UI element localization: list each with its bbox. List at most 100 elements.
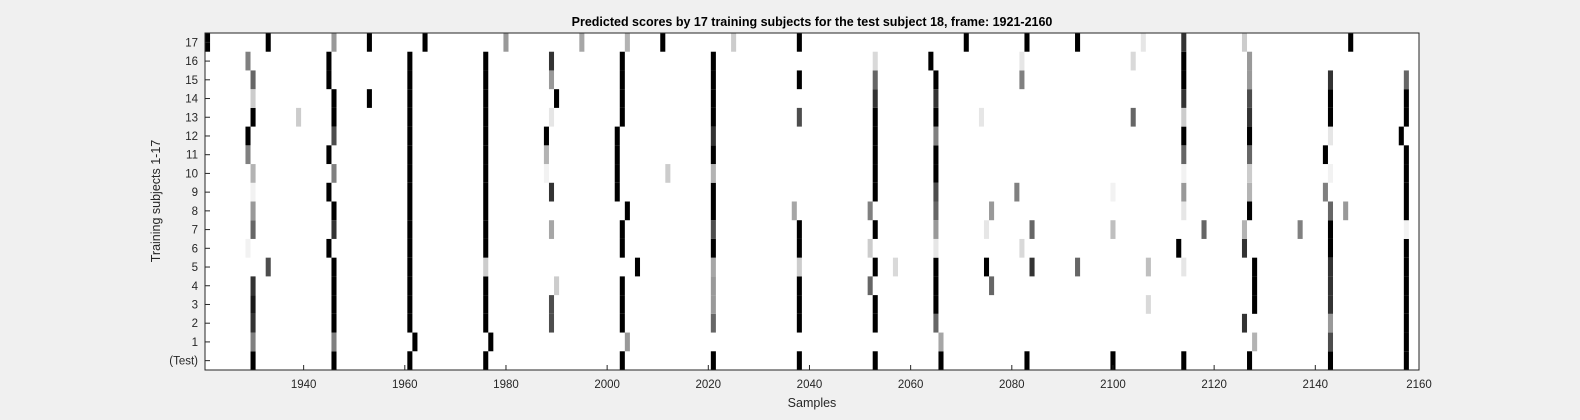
cell-row-7-x-2065	[933, 220, 939, 239]
cell-row-2-x-2143	[1327, 313, 1334, 333]
cell-row-8-x-1930	[250, 201, 256, 221]
cell-row-15-x-2003	[619, 70, 625, 90]
y-tick-label-7: 7	[192, 225, 198, 237]
cell-row-4-x-2038	[796, 276, 802, 296]
cell-row-17-x-2083	[1024, 33, 1030, 52]
cell-row-14-x-2127	[1247, 89, 1253, 108]
x-tick-label-1980: 1980	[493, 379, 519, 391]
cell-row-test-x-2158	[1403, 351, 1409, 370]
cell-row-3-x-2128	[1252, 295, 1258, 314]
cell-row-12-x-2065	[933, 126, 939, 146]
x-axis-label: Samples	[788, 396, 837, 410]
cell-row-test-x-2127	[1247, 351, 1253, 370]
cell-row-13-x-2053	[872, 107, 878, 127]
cell-row-9-x-2002	[614, 182, 620, 202]
cell-row-12-x-1988	[543, 126, 549, 146]
cell-row-15-x-2158	[1403, 70, 1409, 90]
cell-row-10-x-1930	[250, 164, 256, 183]
cell-row-8-x-2076	[989, 201, 995, 221]
cell-row-15-x-2053	[872, 70, 878, 90]
cell-row-13-x-2143	[1327, 107, 1334, 127]
y-tick-label-4: 4	[192, 281, 199, 293]
cell-row-13-x-1961	[407, 107, 413, 127]
cell-row-10-x-1946	[331, 164, 337, 183]
cell-row-7-x-1930	[250, 220, 256, 239]
cell-row-17-x-1933	[265, 33, 271, 52]
cell-row-16-x-1929	[245, 51, 251, 71]
cell-row-13-x-2021	[710, 107, 716, 127]
cell-row-11-x-2021	[710, 145, 716, 165]
cell-row-10-x-2065	[933, 164, 939, 183]
cell-row-12-x-2002	[614, 126, 620, 146]
cell-row-11-x-1945	[326, 145, 332, 165]
cell-row-9-x-2158	[1403, 182, 1409, 202]
cell-row-11-x-1961	[407, 145, 413, 165]
cell-row-14-x-1976	[483, 89, 489, 108]
cell-row-3-x-2158	[1403, 295, 1409, 314]
cell-row-17-x-2038	[796, 33, 802, 52]
cell-row-12-x-1961	[407, 126, 413, 146]
cell-row-2-x-2065	[933, 313, 939, 333]
x-tick-label-2100: 2100	[1100, 379, 1126, 391]
cell-row-9-x-1961	[407, 182, 413, 202]
cell-row-4-x-2128	[1252, 276, 1258, 296]
y-tick-label-11: 11	[186, 150, 198, 162]
cell-row-6-x-2113	[1176, 238, 1182, 258]
cell-row-14-x-1961	[407, 89, 413, 108]
cell-row-test-x-2003	[619, 351, 625, 370]
cell-row-1-x-2128	[1252, 332, 1258, 352]
cell-row-8-x-2146	[1343, 201, 1349, 221]
cell-row-4-x-1990	[554, 276, 560, 296]
cell-row-8-x-1961	[407, 201, 413, 221]
cell-row-14-x-1990	[554, 89, 560, 108]
cell-row-1-x-1946	[331, 332, 337, 352]
cell-row-8-x-1976	[483, 201, 489, 221]
cell-row-12-x-2157	[1398, 126, 1404, 146]
cell-row-11-x-2142	[1322, 145, 1328, 165]
cell-row-4-x-1976	[483, 276, 489, 296]
cell-row-5-x-1946	[331, 257, 337, 277]
cell-row-15-x-1930	[250, 70, 256, 90]
cell-row-1-x-2066	[938, 332, 944, 352]
cell-row-1-x-1962	[412, 332, 418, 352]
cell-row-7-x-2053	[872, 220, 878, 239]
cell-row-15-x-2082	[1019, 70, 1025, 90]
cell-row-17-x-1964	[422, 33, 428, 52]
cell-row-2-x-2126	[1241, 313, 1248, 333]
cell-row-9-x-1976	[483, 182, 489, 202]
cell-row-7-x-2143	[1327, 220, 1334, 239]
cell-row-11-x-1976	[483, 145, 489, 165]
cell-row-2-x-2053	[872, 313, 878, 333]
cell-row-17-x-1980	[503, 33, 509, 52]
cell-row-6-x-2126	[1241, 238, 1248, 258]
y-tick-label-1: 1	[192, 337, 198, 349]
cell-row-5-x-2006	[634, 257, 641, 277]
cell-row-10-x-2053	[872, 164, 878, 183]
cell-row-6-x-2143	[1327, 238, 1334, 258]
cell-row-14-x-2021	[710, 89, 716, 108]
y-tick-label-2: 2	[192, 318, 198, 330]
cell-row-6-x-2038	[796, 238, 802, 258]
cell-row-5-x-2084	[1029, 257, 1035, 277]
cell-row-7-x-2003	[619, 220, 625, 239]
cell-row-test-x-2083	[1024, 351, 1030, 370]
cell-row-5-x-2053	[872, 257, 878, 277]
cell-row-17-x-1946	[331, 33, 337, 52]
cell-row-8-x-2143	[1327, 201, 1334, 221]
cell-row-9-x-2100	[1110, 182, 1116, 202]
heatmap-cells	[205, 33, 1409, 370]
cell-row-2-x-1976	[483, 313, 489, 333]
cell-row-test-x-2053	[872, 351, 878, 370]
cell-row-14-x-1953	[366, 89, 372, 108]
x-tick-label-2120: 2120	[1201, 379, 1227, 391]
y-tick-label-test: (Test)	[169, 356, 198, 368]
cell-row-test-x-1930	[250, 351, 256, 370]
cell-row-17-x-2093	[1075, 33, 1081, 52]
cell-row-12-x-1929	[245, 126, 251, 146]
cell-row-1-x-2158	[1403, 332, 1409, 352]
cell-row-7-x-2038	[796, 220, 802, 239]
cell-row-2-x-1989	[548, 313, 555, 333]
cell-row-14-x-2158	[1403, 89, 1409, 108]
cell-row-3-x-1989	[548, 295, 555, 314]
cell-row-17-x-2126	[1241, 33, 1248, 52]
